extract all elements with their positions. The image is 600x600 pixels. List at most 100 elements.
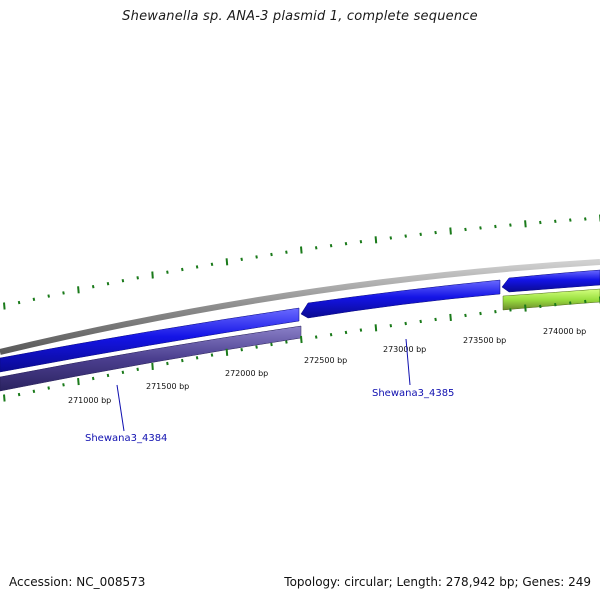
inner-tick	[32, 389, 36, 393]
inner-tick	[136, 367, 139, 371]
outer-tick	[195, 265, 199, 269]
outer-tick	[344, 242, 348, 246]
outer-tick	[539, 220, 542, 225]
inner-tick	[584, 299, 587, 304]
outer-tick	[151, 271, 154, 279]
outer-tick	[285, 250, 288, 254]
inner-tick	[3, 394, 6, 402]
outer-tick	[121, 279, 125, 283]
inner-tick	[47, 386, 50, 390]
inner-tick	[210, 353, 214, 357]
inner-tick	[344, 330, 348, 335]
outer-tick	[300, 246, 303, 254]
inner-tick	[329, 333, 333, 337]
plasmid-backbone	[0, 259, 600, 355]
inner-tick	[151, 362, 154, 370]
outer-tick	[181, 267, 184, 272]
outer-tick	[359, 240, 363, 244]
outer-tick	[584, 217, 587, 221]
inner-tick	[17, 392, 21, 397]
inner-tick	[77, 378, 80, 386]
outer-tick	[210, 262, 214, 266]
inner-tick	[181, 358, 184, 363]
inner-tick	[539, 304, 542, 309]
inner-tick	[91, 376, 95, 381]
outer-tick	[77, 286, 80, 294]
cds-arrow-4384[interactable]	[0, 307, 300, 373]
outer-tick	[106, 282, 110, 286]
position-labels: 271000 bp 271500 bp 272000 bp 272500 bp …	[68, 327, 586, 405]
feature-green[interactable]	[502, 288, 600, 311]
topology-summary: Topology: circular; Length: 278,942 bp; …	[284, 575, 591, 589]
inner-tick	[300, 335, 303, 344]
bp-label-273000: 273000 bp	[383, 345, 426, 354]
inner-tick	[554, 303, 557, 307]
inner-tick	[270, 342, 273, 347]
inner-tick	[195, 356, 199, 360]
inner-tick	[404, 321, 407, 326]
inner-tick	[374, 324, 378, 332]
outer-tick	[17, 300, 21, 305]
outer-tick	[329, 244, 333, 248]
inner-tick	[494, 310, 497, 314]
inner-tick	[434, 317, 437, 322]
cds-arrow-4386[interactable]	[501, 269, 600, 293]
outer-tick	[240, 257, 243, 261]
inner-tick	[389, 324, 393, 328]
outer-tick	[554, 219, 557, 223]
inner-tick	[479, 311, 482, 316]
outer-tick	[62, 291, 65, 295]
outer-tick	[136, 276, 139, 280]
bp-label-271000: 271000 bp	[68, 396, 111, 405]
outer-tick	[3, 302, 6, 310]
outer-tick	[32, 297, 36, 301]
outer-tick	[270, 252, 273, 257]
inner-tick	[225, 348, 229, 356]
outer-tick	[464, 227, 467, 232]
inner-tick	[569, 301, 572, 305]
outer-tick	[494, 224, 497, 229]
outer-tick	[314, 246, 318, 250]
outer-tick	[91, 285, 95, 289]
inner-tick-track	[3, 296, 600, 402]
outer-tick	[569, 218, 572, 222]
inner-tick	[62, 383, 65, 387]
outer-tick	[166, 270, 169, 274]
inner-tick	[359, 328, 363, 332]
outer-tick	[434, 230, 437, 235]
inner-tick	[106, 373, 110, 378]
inner-tick	[524, 304, 527, 312]
cds-arrow-4385[interactable]	[300, 279, 501, 319]
outer-tick	[404, 234, 407, 238]
gene-callout-line-4384	[116, 384, 125, 432]
inner-tick	[166, 361, 169, 366]
outer-tick	[419, 232, 422, 236]
inner-tick	[285, 340, 288, 344]
accession-text: Accession: NC_008573	[9, 575, 146, 589]
bp-label-274000: 274000 bp	[543, 327, 586, 336]
inner-tick	[419, 319, 422, 324]
outer-tick	[225, 258, 229, 266]
inner-tick	[255, 345, 258, 349]
gene-label-4385[interactable]: Shewana3_4385	[372, 388, 454, 399]
outer-tick	[389, 236, 393, 240]
bp-label-272000: 272000 bp	[225, 369, 268, 378]
outer-tick	[449, 227, 452, 235]
inner-tick	[314, 335, 318, 339]
outer-tick-track	[3, 214, 600, 310]
inner-tick	[464, 313, 467, 318]
outer-tick	[255, 255, 258, 259]
bp-label-272500: 272500 bp	[304, 356, 347, 365]
inner-tick	[449, 313, 452, 321]
bp-label-271500: 271500 bp	[146, 382, 189, 391]
inner-tick	[509, 308, 512, 312]
map-title: Shewanella sp. ANA-3 plasmid 1, complete…	[122, 9, 478, 24]
gene-callout-line-4385	[405, 338, 411, 386]
outer-tick	[374, 236, 378, 244]
inner-tick	[121, 370, 125, 374]
outer-tick	[524, 220, 527, 228]
outer-tick	[509, 223, 512, 227]
gene-label-4384[interactable]: Shewana3_4384	[85, 433, 167, 444]
outer-tick	[479, 226, 482, 230]
